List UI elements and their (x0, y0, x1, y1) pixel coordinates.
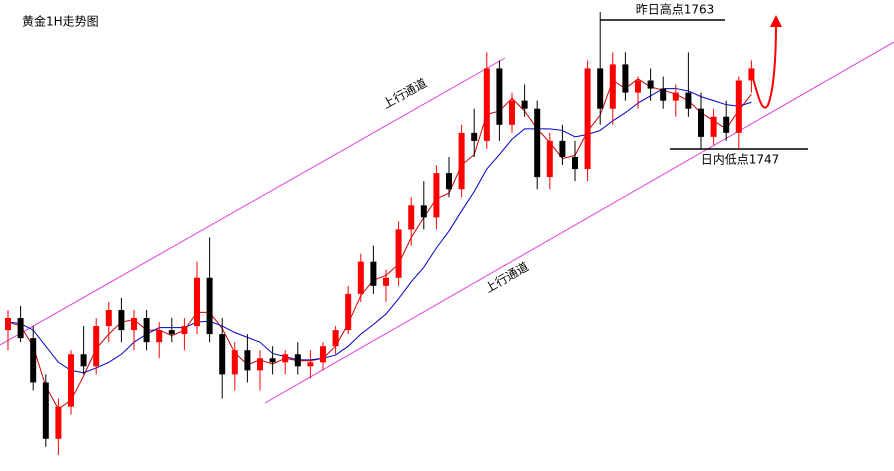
candle-body (483, 68, 490, 141)
candle-body (395, 229, 402, 278)
candle-body (42, 382, 49, 439)
channel-lower (264, 41, 894, 404)
candle-body (471, 132, 478, 141)
candle-body (559, 140, 566, 157)
candle-body (521, 100, 528, 109)
candle-body (458, 132, 465, 190)
candle-body (609, 64, 616, 109)
candle-body (143, 318, 150, 343)
candle-body (282, 354, 289, 363)
candle-body (5, 318, 11, 331)
candle-body (723, 116, 730, 133)
candle-body (345, 293, 352, 331)
candle-body (496, 68, 503, 125)
candle-body (244, 350, 251, 371)
arrow-head (770, 15, 782, 27)
candle-body (194, 277, 200, 327)
candle-body (534, 108, 541, 178)
candle-body (383, 277, 389, 286)
candle-body (30, 338, 37, 383)
candle-body (635, 80, 641, 93)
candle-body (698, 108, 704, 137)
candle-body (118, 309, 125, 331)
candle-body (420, 205, 427, 218)
moving-average (7, 88, 752, 374)
candle-body (294, 354, 301, 367)
candle-body (68, 354, 74, 407)
candle-body (357, 261, 364, 294)
annotation: 上行通道 (482, 260, 531, 296)
annotation: 日内低点1747 (701, 153, 780, 167)
candle-body (572, 157, 578, 170)
forecast-arrow (751, 24, 777, 109)
candle-body (748, 68, 755, 81)
candle-body (55, 406, 62, 439)
candle-body (131, 318, 137, 331)
candle-body (93, 326, 100, 367)
candle-body (433, 173, 440, 218)
candle-body (206, 277, 213, 335)
candle-body (408, 205, 415, 230)
candle-body (370, 261, 377, 286)
candle-body (17, 318, 24, 339)
candle-body (181, 326, 188, 335)
candle-body (710, 116, 717, 137)
candle-body (622, 64, 629, 93)
candle-body (219, 334, 226, 375)
candle-body (584, 68, 591, 170)
candle-body (231, 350, 238, 375)
candle-body (332, 330, 339, 347)
candle-body (320, 346, 326, 363)
candle-body (735, 80, 742, 133)
candle-body (156, 330, 163, 343)
candle-body (307, 362, 314, 367)
candle-body (509, 100, 515, 125)
candle-body (647, 80, 654, 89)
candle-body (597, 68, 604, 109)
annotation: 上行通道 (380, 76, 429, 112)
chart-title: 黄金1H走势图 (22, 14, 99, 29)
candle-body (660, 88, 667, 101)
candle-body (685, 92, 692, 109)
candle-body (446, 173, 452, 190)
candle-body (105, 309, 112, 327)
candle-body (269, 358, 276, 363)
candle-body (546, 140, 553, 178)
moving-average (7, 78, 752, 410)
candle-body (168, 330, 175, 335)
channel-upper (0, 57, 506, 346)
candle-body (257, 358, 263, 371)
annotation: 昨日高点1763 (636, 2, 715, 17)
candle-body (80, 354, 87, 367)
candle-body (672, 92, 679, 101)
